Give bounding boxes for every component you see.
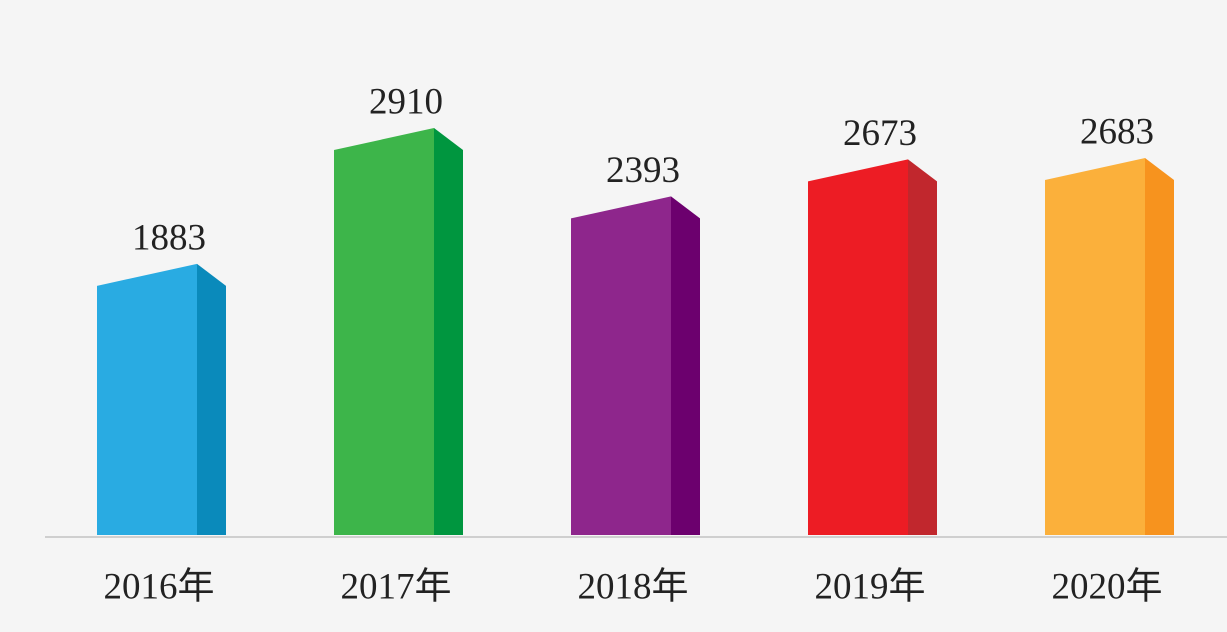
value-label: 2910 bbox=[369, 81, 443, 122]
value-label: 2683 bbox=[1080, 112, 1154, 153]
bar-side bbox=[434, 128, 463, 535]
bar-front bbox=[1045, 158, 1145, 535]
bar-side bbox=[671, 196, 700, 536]
bar-side bbox=[1145, 158, 1174, 535]
value-label: 1883 bbox=[132, 217, 206, 258]
x-tick-label: 2018年 bbox=[578, 565, 689, 607]
x-tick-label: 2016年 bbox=[104, 565, 215, 607]
bar-front bbox=[808, 159, 908, 536]
x-tick-label: 2019年 bbox=[815, 565, 926, 607]
x-tick-label: 2020年 bbox=[1052, 565, 1163, 607]
value-label: 2393 bbox=[606, 150, 680, 191]
value-label: 2673 bbox=[843, 113, 917, 154]
bar-front bbox=[334, 128, 434, 535]
bar-front bbox=[97, 263, 197, 535]
bar-side bbox=[908, 159, 937, 536]
bar-side bbox=[197, 263, 226, 535]
x-tick-label: 2017年 bbox=[341, 565, 452, 607]
bar-front bbox=[571, 196, 671, 536]
